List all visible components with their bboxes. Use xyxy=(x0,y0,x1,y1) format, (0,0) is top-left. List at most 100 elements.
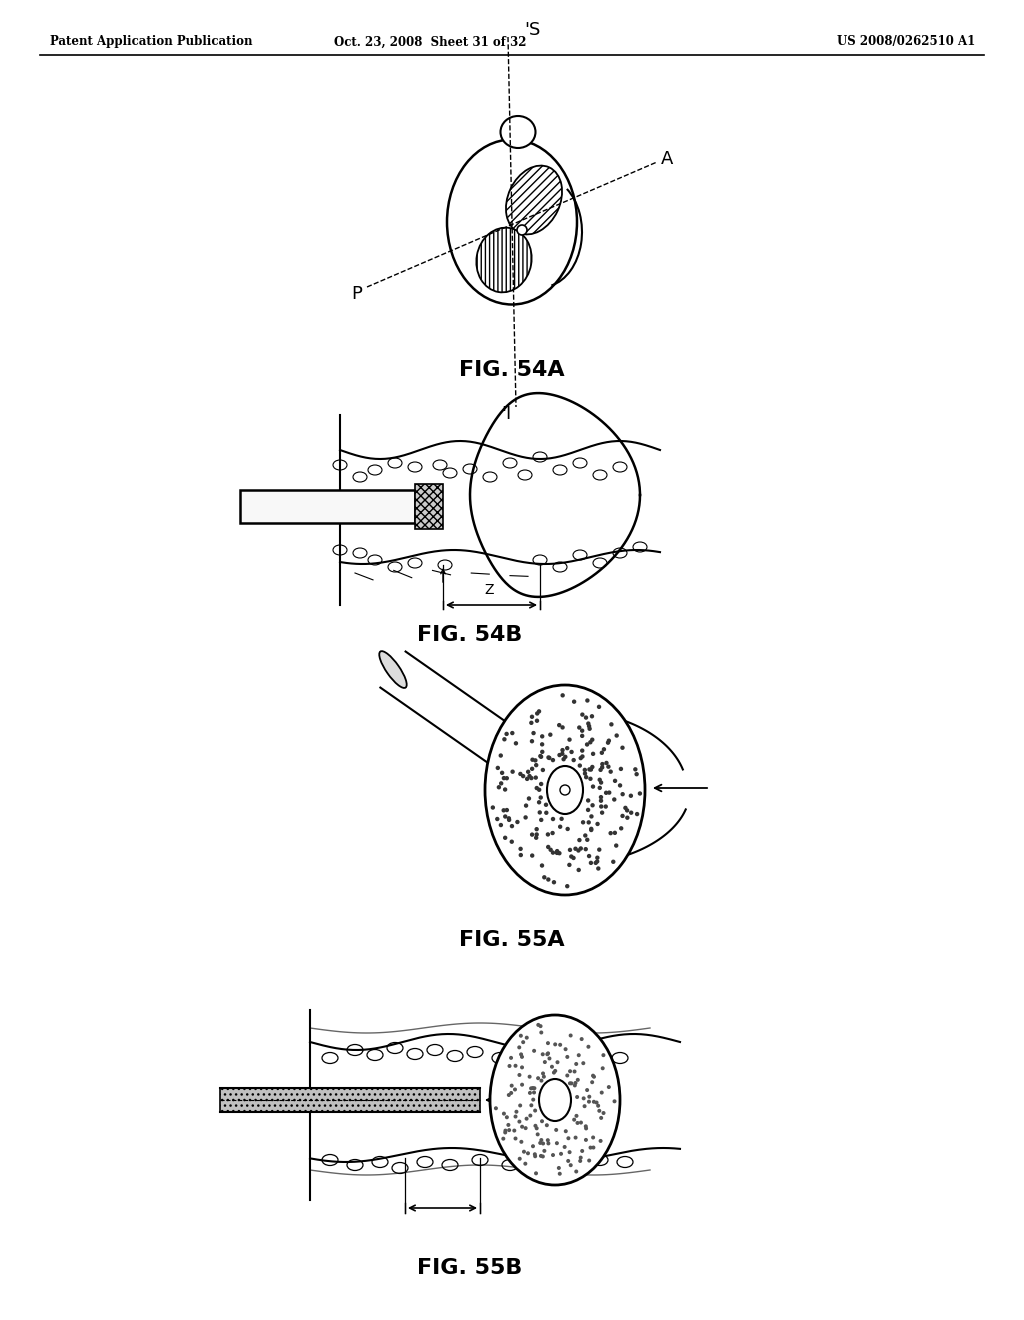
Circle shape xyxy=(591,803,595,808)
Circle shape xyxy=(587,1159,591,1163)
Circle shape xyxy=(589,1146,593,1150)
Circle shape xyxy=(539,755,544,759)
Circle shape xyxy=(584,775,589,779)
Circle shape xyxy=(549,847,553,851)
Circle shape xyxy=(541,1155,545,1159)
Circle shape xyxy=(560,748,564,752)
Circle shape xyxy=(496,766,500,770)
Circle shape xyxy=(591,784,595,789)
Circle shape xyxy=(621,813,625,818)
Circle shape xyxy=(592,1146,595,1150)
Circle shape xyxy=(614,734,618,738)
Circle shape xyxy=(561,756,566,762)
Circle shape xyxy=(574,1063,579,1067)
Circle shape xyxy=(606,764,610,768)
Text: FIG. 55B: FIG. 55B xyxy=(418,1258,522,1278)
Circle shape xyxy=(546,1041,550,1045)
Circle shape xyxy=(543,1148,547,1152)
Circle shape xyxy=(572,1118,577,1122)
Circle shape xyxy=(614,843,618,847)
Circle shape xyxy=(524,1036,528,1040)
Circle shape xyxy=(577,849,581,853)
Circle shape xyxy=(603,804,608,809)
Circle shape xyxy=(598,785,602,791)
Circle shape xyxy=(541,768,545,772)
Circle shape xyxy=(594,861,598,865)
Circle shape xyxy=(502,1137,505,1140)
Circle shape xyxy=(638,791,642,796)
Circle shape xyxy=(595,1101,599,1105)
Circle shape xyxy=(497,785,501,789)
Circle shape xyxy=(527,1074,531,1078)
Circle shape xyxy=(563,1047,567,1051)
Circle shape xyxy=(599,799,603,803)
Circle shape xyxy=(531,1098,536,1102)
Circle shape xyxy=(555,850,559,855)
Text: FIG. 55A: FIG. 55A xyxy=(459,931,565,950)
Circle shape xyxy=(583,833,588,838)
Circle shape xyxy=(539,754,543,758)
Circle shape xyxy=(588,1094,591,1098)
Circle shape xyxy=(617,783,623,788)
Text: Patent Application Publication: Patent Application Publication xyxy=(50,36,253,49)
Circle shape xyxy=(529,739,535,743)
Text: Oct. 23, 2008  Sheet 31 of 32: Oct. 23, 2008 Sheet 31 of 32 xyxy=(334,36,526,49)
Circle shape xyxy=(595,859,599,863)
Circle shape xyxy=(578,763,582,768)
Circle shape xyxy=(541,1052,545,1056)
Circle shape xyxy=(539,1024,543,1028)
Circle shape xyxy=(502,1111,506,1115)
Circle shape xyxy=(559,817,564,821)
Circle shape xyxy=(540,1078,544,1082)
Circle shape xyxy=(567,738,571,742)
Circle shape xyxy=(591,1073,595,1077)
Circle shape xyxy=(544,803,548,807)
Circle shape xyxy=(517,1045,521,1049)
Circle shape xyxy=(510,840,514,843)
Ellipse shape xyxy=(476,227,531,292)
Circle shape xyxy=(584,1126,588,1130)
Circle shape xyxy=(607,1085,611,1089)
Ellipse shape xyxy=(379,651,407,688)
Circle shape xyxy=(612,830,617,836)
Circle shape xyxy=(600,766,604,770)
Circle shape xyxy=(592,1074,596,1078)
Circle shape xyxy=(558,1172,562,1176)
Circle shape xyxy=(589,767,593,772)
Circle shape xyxy=(602,747,606,751)
Circle shape xyxy=(550,830,555,836)
Circle shape xyxy=(509,1090,513,1096)
Circle shape xyxy=(581,1148,584,1152)
Circle shape xyxy=(535,711,540,715)
Circle shape xyxy=(537,788,542,792)
Circle shape xyxy=(567,863,571,867)
Circle shape xyxy=(580,1038,584,1041)
Circle shape xyxy=(542,875,547,879)
Circle shape xyxy=(531,731,536,735)
Circle shape xyxy=(569,1081,573,1085)
Circle shape xyxy=(524,804,528,808)
Circle shape xyxy=(566,1137,570,1140)
Circle shape xyxy=(524,1117,528,1121)
Circle shape xyxy=(555,849,559,853)
Circle shape xyxy=(553,1043,557,1047)
Circle shape xyxy=(582,1097,586,1101)
Circle shape xyxy=(592,1100,596,1104)
Bar xyxy=(240,490,415,523)
Circle shape xyxy=(534,775,538,780)
Circle shape xyxy=(588,726,592,731)
Circle shape xyxy=(551,817,555,821)
Circle shape xyxy=(526,1151,530,1155)
Circle shape xyxy=(532,1152,537,1156)
Circle shape xyxy=(591,751,595,756)
Circle shape xyxy=(542,1074,546,1078)
Circle shape xyxy=(587,1044,591,1049)
Circle shape xyxy=(581,713,585,717)
Circle shape xyxy=(507,1093,511,1097)
Circle shape xyxy=(585,742,589,747)
Circle shape xyxy=(499,781,504,785)
Circle shape xyxy=(598,768,603,772)
Circle shape xyxy=(584,1138,588,1142)
Circle shape xyxy=(544,810,549,814)
Circle shape xyxy=(535,1126,539,1130)
